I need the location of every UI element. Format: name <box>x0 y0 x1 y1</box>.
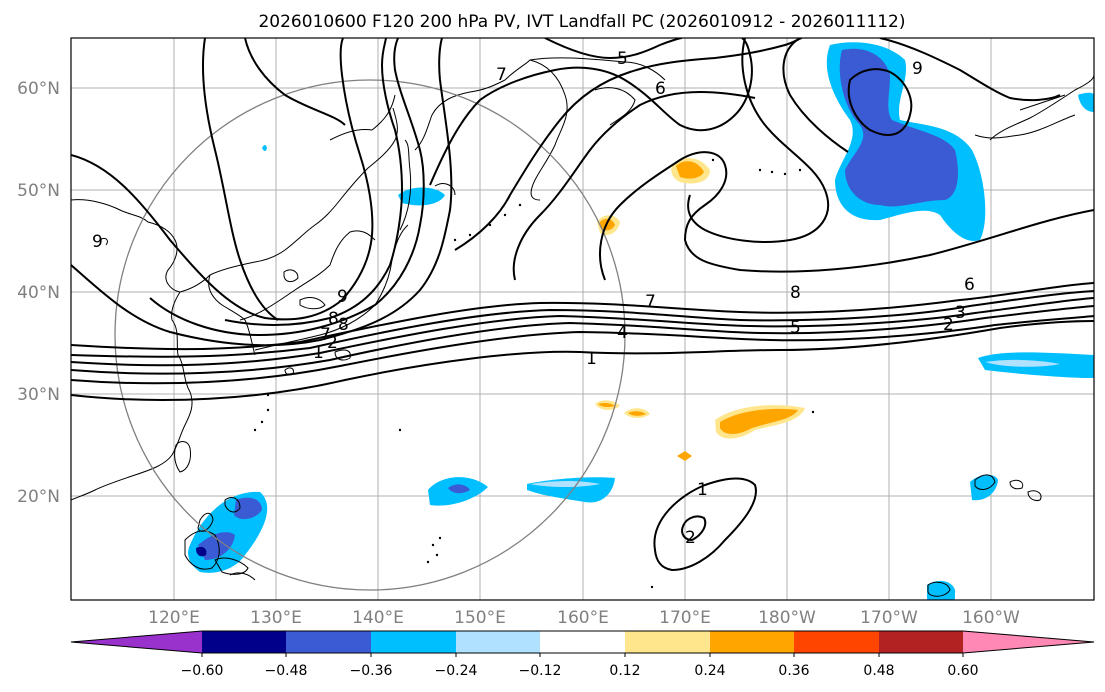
pv-contours <box>71 38 1094 572</box>
map-title: 2026010600 F120 200 hPa PV, IVT Landfall… <box>258 12 905 32</box>
contour-label: 5 <box>617 49 628 69</box>
lon-label: 160°E <box>557 608 609 628</box>
anomaly-neg-alaska-core <box>839 48 958 207</box>
colorbar-segment <box>202 631 287 653</box>
landfall-radius-circle <box>114 79 626 591</box>
latitude-labels: 60°N 50°N 40°N 30°N 20°N <box>17 79 60 507</box>
colorbar-tick-label: 0.60 <box>947 663 978 679</box>
colorbar-under-extension <box>71 631 202 653</box>
lon-label: 140°E <box>352 608 404 628</box>
colorbar-tick-label: −0.60 <box>181 663 224 679</box>
longitude-labels: 120°E 130°E 140°E 150°E 160°E 170°E 180°… <box>148 608 1020 628</box>
contour-label: 8 <box>328 309 339 329</box>
lat-label: 40°N <box>17 283 60 303</box>
lat-label: 30°N <box>17 385 60 405</box>
lon-label: 170°W <box>860 608 918 628</box>
colorbar-segment <box>371 631 457 653</box>
contour-label: 9 <box>912 59 923 79</box>
colorbar-segment <box>540 631 626 653</box>
contour-label: 2 <box>327 333 338 353</box>
shaded-anomalies <box>188 42 1094 600</box>
colorbar-tick-label: 0.36 <box>778 663 809 679</box>
contour-label: 7 <box>496 65 507 85</box>
contour-label: 8 <box>790 283 801 303</box>
colorbar: −0.60 −0.48 −0.36 −0.24 −0.12 0.12 0.24 … <box>70 630 1095 679</box>
contour-label: 1 <box>586 349 597 369</box>
contour-label: 2 <box>685 528 696 548</box>
colorbar-tick-label: −0.36 <box>350 663 393 679</box>
colorbar-tick-labels: −0.60 −0.48 −0.36 −0.24 −0.12 0.12 0.24 … <box>181 663 979 679</box>
contour-label: 9 <box>337 287 348 307</box>
colorbar-tick-label: 0.12 <box>609 663 640 679</box>
contour-labels: 1 2 3 4 5 6 7 8 9 1 2 5 6 7 8 9 1 2 7 8 … <box>92 49 975 548</box>
lon-label: 170°E <box>659 608 711 628</box>
contour-label: 7 <box>645 292 656 312</box>
contour-label: 4 <box>617 323 628 343</box>
contour-label: 1 <box>697 480 708 500</box>
lat-label: 20°N <box>17 487 60 507</box>
lon-label: 160°W <box>962 608 1020 628</box>
lon-label: 180°W <box>758 608 816 628</box>
contour-label: 6 <box>655 79 666 99</box>
contour-label: 5 <box>790 318 801 338</box>
colorbar-tick-label: 0.48 <box>863 663 894 679</box>
lat-label: 60°N <box>17 79 60 99</box>
colorbar-segment <box>710 631 795 653</box>
contour-label: 6 <box>964 275 975 295</box>
contour-label: 2 <box>943 315 954 335</box>
colorbar-tick-label: −0.12 <box>519 663 562 679</box>
contour-label: 3 <box>955 303 966 323</box>
map-frame <box>70 37 1095 601</box>
contour-label: 1 <box>313 343 324 363</box>
lon-label: 130°E <box>250 608 302 628</box>
colorbar-segment <box>794 631 880 653</box>
contour-label: 8 <box>338 315 349 335</box>
colorbar-over-extension <box>963 631 1094 653</box>
lon-label: 150°E <box>454 608 506 628</box>
lat-label: 50°N <box>17 181 60 201</box>
colorbar-segment <box>286 631 372 653</box>
colorbar-segment <box>625 631 711 653</box>
colorbar-tick-label: −0.24 <box>435 663 478 679</box>
colorbar-tick-label: 0.24 <box>694 663 725 679</box>
anomaly-neg-hawaii <box>970 474 998 501</box>
contour-label: 9 <box>92 232 103 252</box>
contour-label: 7 <box>320 325 331 345</box>
island-dots <box>253 158 815 589</box>
colorbar-tick-label: −0.48 <box>265 663 308 679</box>
colorbar-segment <box>879 631 964 653</box>
colorbar-segment <box>456 631 541 653</box>
lon-label: 120°E <box>148 608 200 628</box>
